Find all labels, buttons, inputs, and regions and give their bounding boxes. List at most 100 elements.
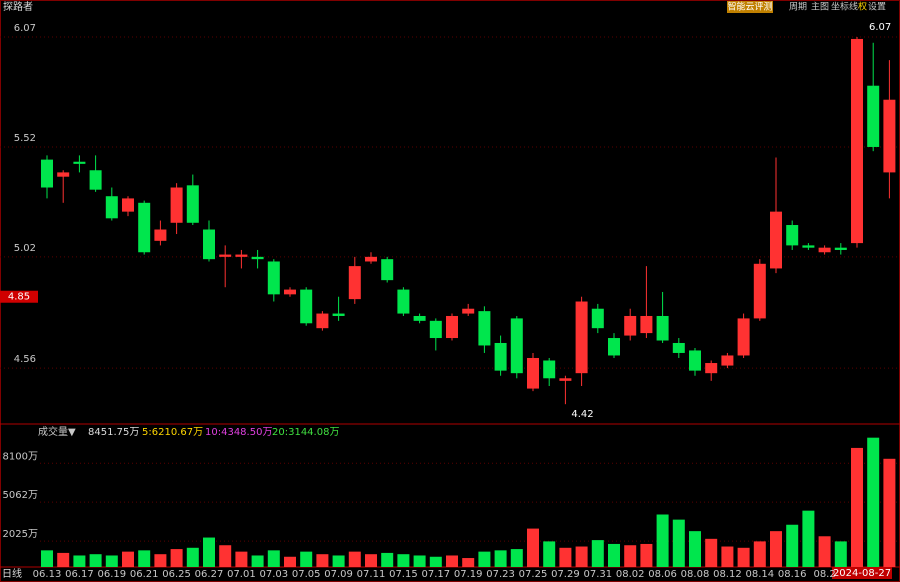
volume-bar (559, 547, 572, 567)
volume-bar (851, 447, 863, 567)
volume-bar (186, 547, 199, 567)
x-tick-label: 07.03 (259, 569, 288, 580)
volume-bar (575, 546, 588, 567)
period-label[interactable]: 日线 (2, 567, 22, 580)
x-tick-label: 08.14 (745, 569, 774, 580)
volume-bar (105, 555, 118, 567)
volume-bar (170, 549, 183, 567)
candle-body (138, 202, 151, 253)
candle-body (527, 357, 539, 389)
volume-bar (737, 547, 750, 567)
volume-bar (834, 541, 847, 567)
volume-bar (705, 538, 718, 567)
volume-bar (73, 555, 86, 567)
x-tick-label: 06.21 (130, 569, 159, 580)
volume-bar (251, 555, 264, 567)
volume-bar (57, 552, 70, 567)
x-tick-label: 07.09 (324, 569, 353, 580)
candle-body (624, 315, 637, 336)
volume-bar (656, 514, 669, 567)
volume-bar (122, 551, 134, 567)
volume-bar (154, 554, 167, 567)
volume-bar (818, 536, 831, 567)
candle-body (89, 170, 102, 190)
candle-body (219, 254, 232, 257)
volume-bar (413, 555, 426, 567)
volume-bar (138, 550, 151, 567)
legend-entry: 10:4348.50万 (205, 427, 272, 438)
x-tick-label: 06.19 (97, 569, 126, 580)
x-tick-label: 06.17 (65, 569, 94, 580)
y-tick-label: 6.07 (14, 23, 36, 34)
x-tick-label: 07.17 (421, 569, 450, 580)
volume-bar (867, 437, 880, 567)
button[interactable]: 周期 (789, 2, 807, 13)
candle-body (543, 360, 556, 379)
panel-title: 成交量▼ (38, 425, 76, 438)
x-tick-label: 08.12 (713, 569, 742, 580)
volume-bar (429, 556, 442, 567)
x-tick-label: 08.2 (813, 569, 835, 580)
volume-bar (624, 545, 637, 567)
candle-body (73, 161, 86, 164)
candle-body (235, 254, 248, 257)
candle-body (170, 187, 183, 223)
candle-body (478, 311, 491, 346)
current-price-box (0, 290, 38, 303)
volume-bar (510, 549, 523, 567)
x-tick-label: 08.02 (616, 569, 645, 580)
candle-body (446, 315, 458, 339)
x-tick-label: 07.01 (227, 569, 256, 580)
candle-body (640, 315, 653, 334)
x-tick-label: 07.11 (357, 569, 386, 580)
button[interactable]: 智能云评测 (727, 1, 772, 13)
candle-body (851, 38, 863, 244)
candle-body (154, 229, 167, 241)
candle-body (575, 301, 588, 374)
x-tick-label: 08.06 (648, 569, 677, 580)
candle-body (413, 315, 426, 321)
button-bg[interactable] (727, 1, 773, 13)
candle-body (122, 198, 134, 212)
volume-bar (332, 555, 345, 567)
candle-body (656, 315, 669, 341)
volume-bar (203, 537, 215, 567)
candle-body (251, 256, 264, 260)
volume-bar (640, 543, 653, 567)
candle-body (834, 247, 847, 250)
y-tick-label: 5.02 (14, 243, 36, 254)
button[interactable]: 权 (858, 1, 867, 13)
x-tick-label: 07.31 (583, 569, 612, 580)
button[interactable]: 主图 (811, 1, 829, 13)
volume-bar (284, 556, 296, 567)
button[interactable]: 设置 (868, 2, 886, 13)
legend-entry: 5:6210.67万 (142, 427, 203, 438)
candle-body (57, 172, 70, 177)
candle-body (105, 196, 118, 219)
y-tick-label: 4.56 (14, 354, 36, 365)
candle-body (186, 185, 199, 223)
candle-body (397, 289, 410, 314)
candle-body (41, 159, 53, 188)
candle-body (559, 378, 572, 381)
volume-bar (478, 551, 491, 567)
candle-body (494, 342, 507, 371)
volume-bar (753, 541, 766, 567)
volume-bar (591, 540, 604, 567)
volume-bar (267, 550, 280, 567)
volume-bar (543, 541, 556, 567)
y-tick-label: 8100万 (3, 451, 38, 462)
candle-body (818, 247, 831, 253)
candle-body (267, 261, 280, 295)
volume-bar (802, 510, 815, 567)
candle-body (721, 355, 734, 366)
candle-body (365, 256, 377, 262)
x-tick-label: 08.08 (681, 569, 710, 580)
button[interactable]: 坐标线 (831, 1, 858, 13)
candle-body (753, 263, 766, 319)
volume-bar (381, 552, 394, 567)
x-tick-label: 07.19 (454, 569, 483, 580)
volume-bar (462, 558, 475, 567)
